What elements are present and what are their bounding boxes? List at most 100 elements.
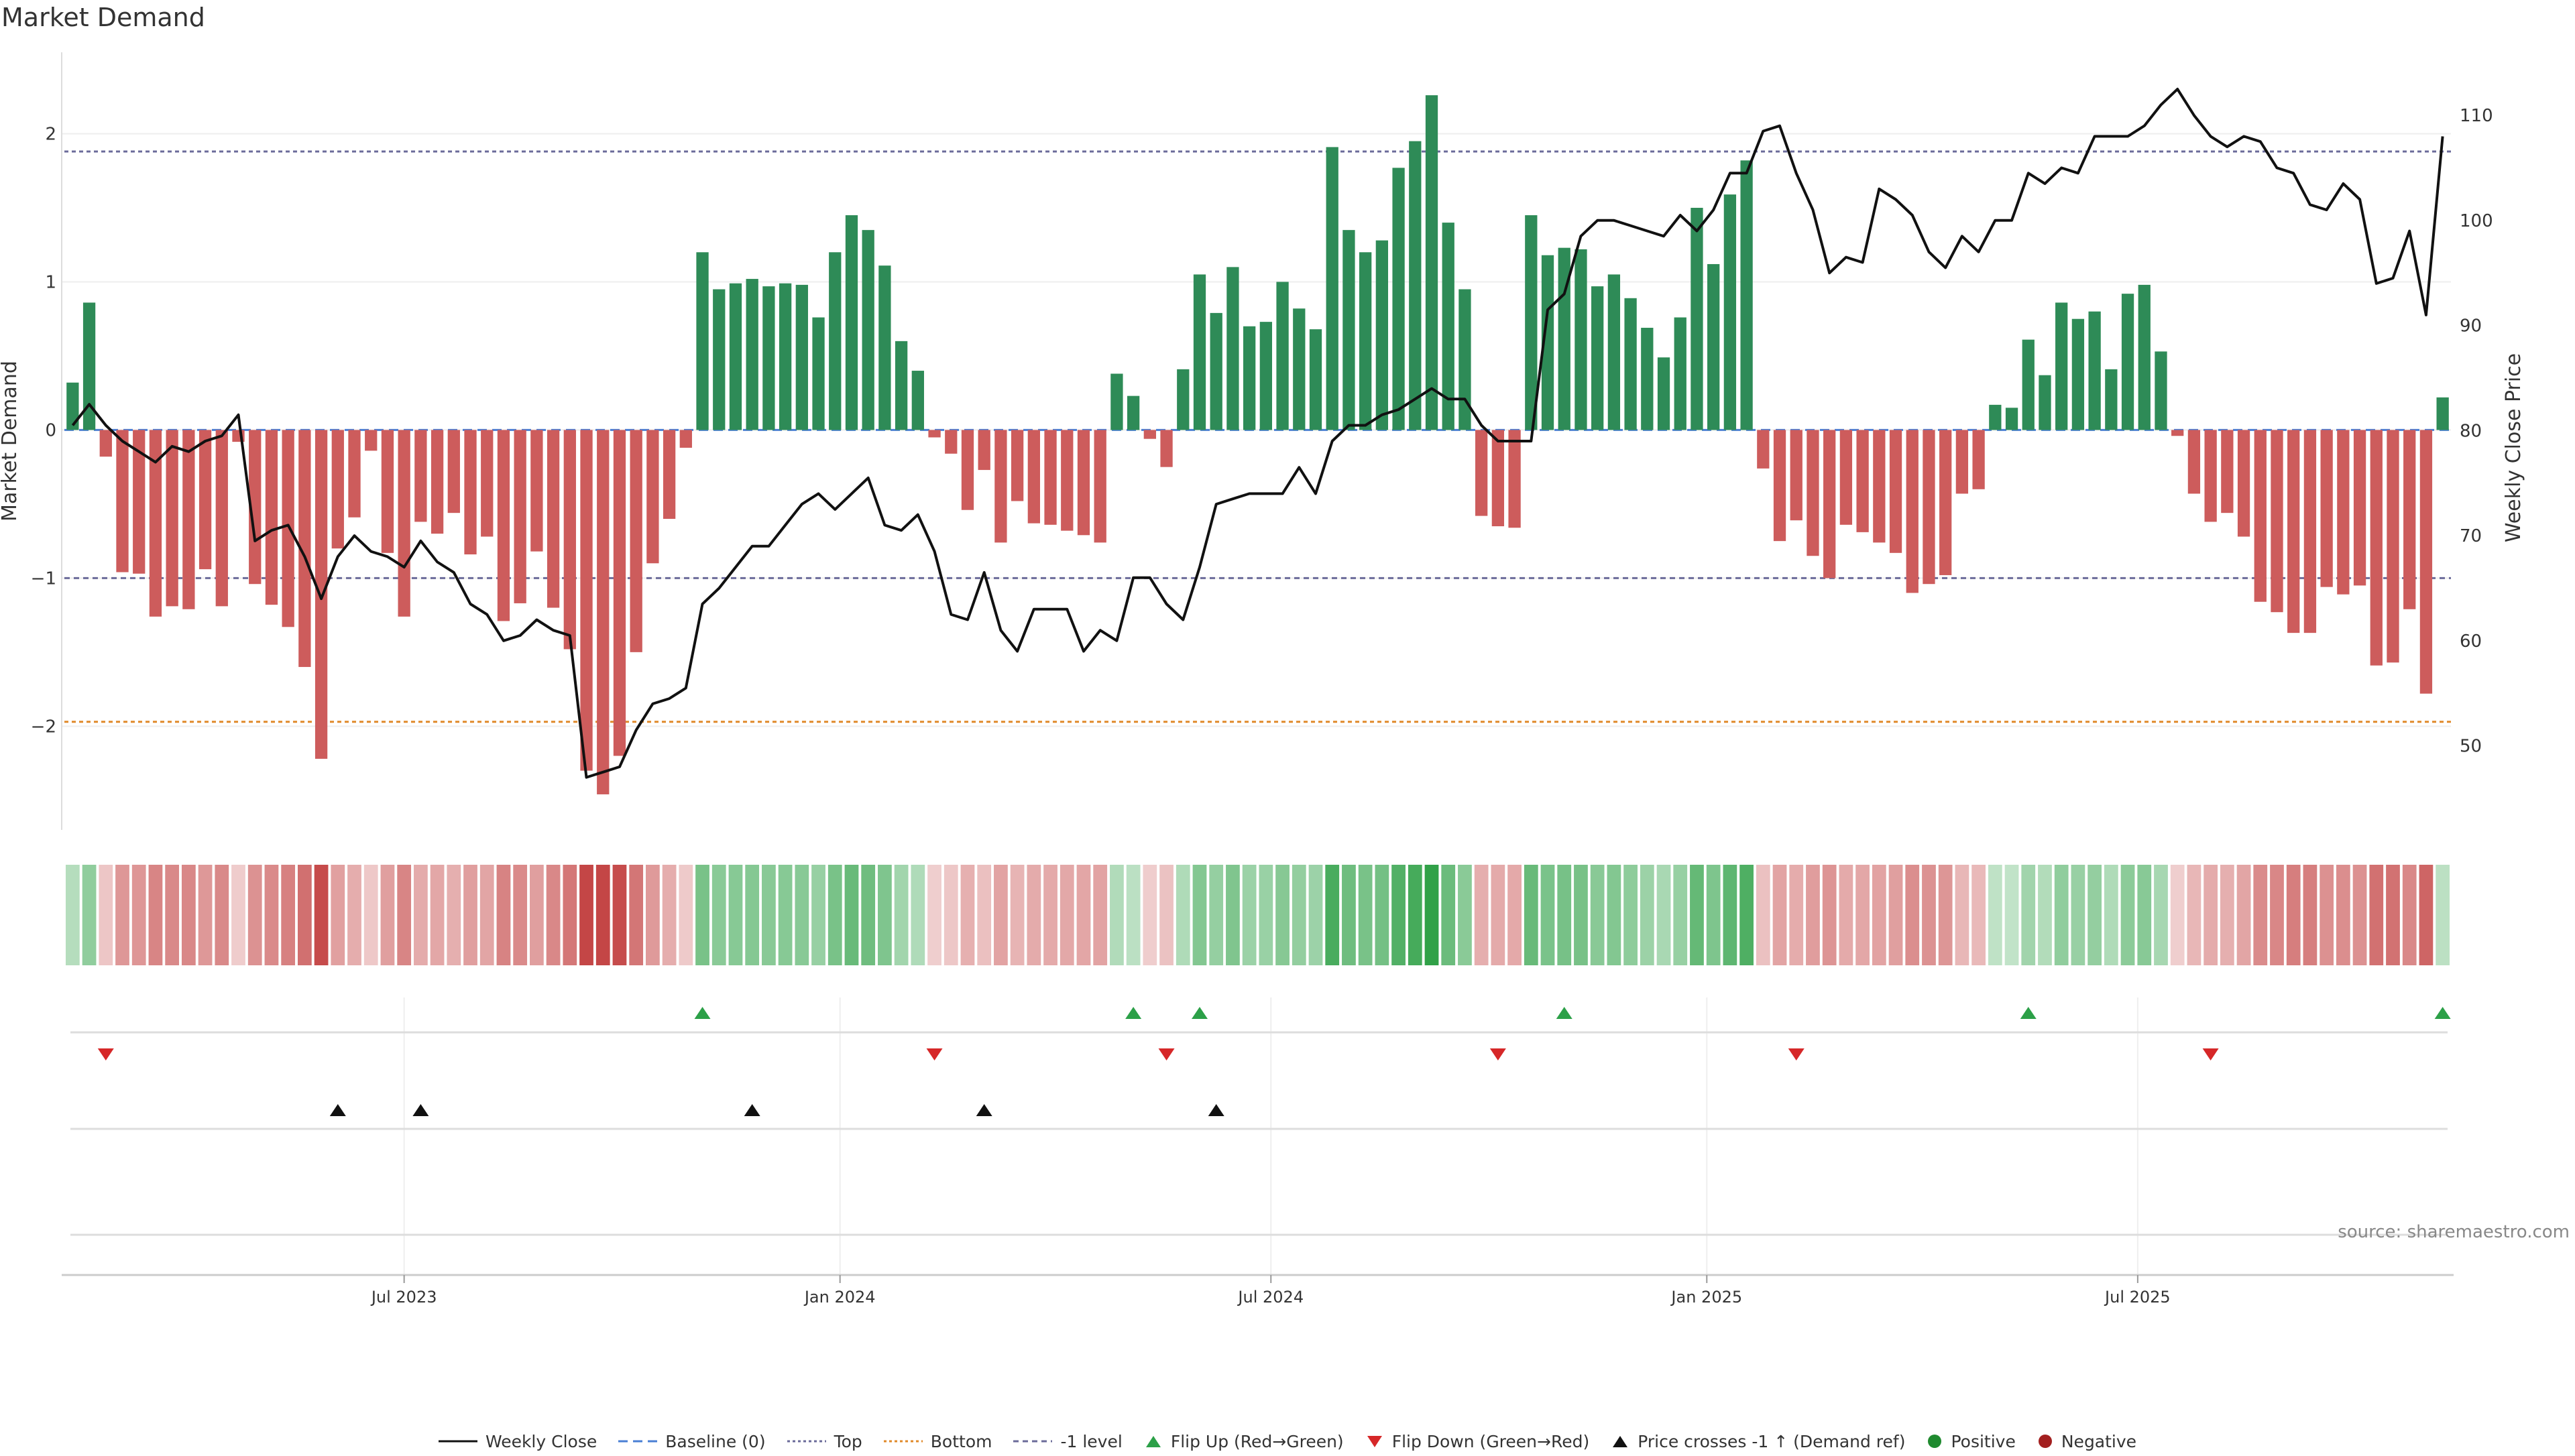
heat-cell <box>1242 865 1257 965</box>
bar-negative <box>1143 430 1156 439</box>
heat-cell <box>99 865 113 965</box>
legend-line-dotted-icon <box>787 1440 826 1443</box>
bar-negative <box>2403 430 2416 609</box>
heat-cell <box>1176 865 1190 965</box>
heat-cell <box>363 865 378 965</box>
y-tick-label: 1 <box>45 272 56 292</box>
heat-cell <box>264 865 279 965</box>
bar-positive <box>1309 329 1322 430</box>
x-tick-label: Jul 2025 <box>2104 1288 2171 1307</box>
bar-negative <box>994 430 1007 543</box>
legend-label: Price crosses -1 ↑ (Demand ref) <box>1638 1431 1906 1451</box>
legend-item-baseline: Baseline (0) <box>618 1432 766 1451</box>
heat-cell <box>1806 865 1820 965</box>
heat-cell <box>1839 865 1853 965</box>
bar-positive <box>1127 396 1140 430</box>
heat-cell <box>1491 865 1505 965</box>
heat-cell <box>2419 865 2434 965</box>
bar-positive <box>1541 255 1554 430</box>
bar-negative <box>2320 430 2333 587</box>
heat-cell <box>2120 865 2135 965</box>
bar-negative <box>2387 430 2399 663</box>
bar-positive <box>696 252 709 430</box>
heat-cell <box>1226 865 1240 965</box>
heat-cell <box>1723 865 1737 965</box>
heat-cell <box>1574 865 1588 965</box>
bar-negative <box>1807 430 1819 556</box>
heat-cell <box>1623 865 1638 965</box>
heat-cell <box>2369 865 2384 965</box>
heat-cell <box>1640 865 1654 965</box>
heat-cell <box>314 865 329 965</box>
heat-cell <box>1391 865 1406 965</box>
legend-item-bottom: Bottom <box>883 1431 992 1451</box>
bar-negative <box>1955 430 1969 494</box>
heat-cell <box>827 865 842 965</box>
heat-cell <box>1325 865 1340 965</box>
heat-cell <box>1209 865 1224 965</box>
bar-negative <box>630 430 642 652</box>
bar-negative <box>116 430 129 572</box>
bar-negative <box>149 430 162 617</box>
legend-item-positive: Positive <box>1927 1432 2016 1451</box>
heat-cell <box>1043 865 1057 965</box>
flip-down-marker <box>926 1048 943 1060</box>
price-cross-marker <box>976 1104 992 1116</box>
heat-cell <box>2071 865 2085 965</box>
heat-cell <box>711 865 726 965</box>
bar-negative <box>2353 430 2366 586</box>
heat-cell <box>2187 865 2201 965</box>
heat-cell <box>1855 865 1870 965</box>
bar-positive <box>1691 208 1703 430</box>
bar-negative <box>249 430 262 585</box>
price-line <box>71 87 2444 779</box>
heat-cell <box>629 865 644 965</box>
bar-positive <box>2088 311 2101 430</box>
bar-positive <box>1110 373 1123 430</box>
bar-positive <box>82 302 96 430</box>
price-cross-marker <box>1208 1104 1224 1116</box>
bar-positive <box>2138 284 2151 430</box>
heat-cell <box>2004 865 2019 965</box>
bar-negative <box>431 430 444 534</box>
heat-cell <box>1159 865 1174 965</box>
heat-cell <box>1789 865 1804 965</box>
legend: Weekly Close Baseline (0) Top Bottom -1 … <box>0 1427 2575 1456</box>
bar-positive <box>1989 404 2002 430</box>
heat-cell <box>612 865 627 965</box>
legend-label: Bottom <box>930 1431 992 1451</box>
flip-down-marker <box>97 1048 114 1060</box>
heat-cell <box>579 865 593 965</box>
heat-cell <box>1540 865 1555 965</box>
y-tick-label: −1 <box>31 568 56 589</box>
legend-line-dashed-icon <box>1013 1440 1053 1443</box>
bar-negative <box>2237 430 2250 537</box>
heat-cell <box>1143 865 1157 965</box>
heat-cell <box>943 865 958 965</box>
heat-cell <box>994 865 1008 965</box>
heat-cell <box>2054 865 2069 965</box>
heat-cell <box>546 865 561 965</box>
heat-cell <box>2336 865 2350 965</box>
heat-cell <box>1076 865 1091 965</box>
heat-cell <box>181 865 196 965</box>
flip-down-marker <box>1489 1048 1506 1060</box>
x-tick-label: Jan 2024 <box>803 1288 876 1307</box>
heat-cell <box>1507 865 1522 965</box>
heat-cell <box>463 865 477 965</box>
heat-cell <box>745 865 760 965</box>
bar-negative <box>1757 430 1770 469</box>
bar-negative <box>365 430 378 451</box>
demand-bars <box>66 95 2449 794</box>
heat-cell <box>2220 865 2234 965</box>
heat-cell <box>247 865 262 965</box>
legend-item-top: Top <box>787 1432 862 1451</box>
heat-cell <box>595 865 610 965</box>
bar-negative <box>2303 430 2317 633</box>
heat-cell <box>1275 865 1290 965</box>
bar-positive <box>1607 274 1621 430</box>
bar-negative <box>1939 430 1952 575</box>
bar-positive <box>1575 249 1587 430</box>
bar-negative <box>2419 430 2433 694</box>
heat-cell <box>165 865 180 965</box>
